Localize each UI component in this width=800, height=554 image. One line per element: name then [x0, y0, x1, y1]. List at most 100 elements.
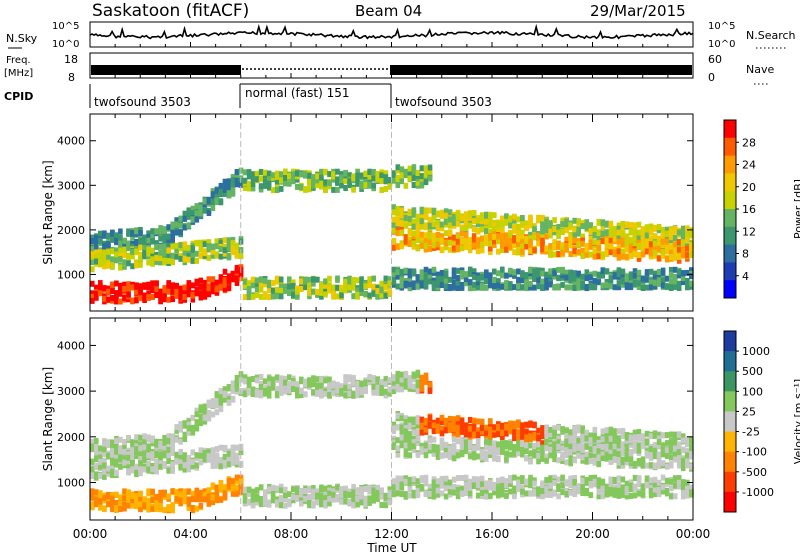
- heatmap-cell: [512, 284, 517, 291]
- heatmap-cell: [492, 233, 497, 240]
- heatmap-cell: [620, 220, 626, 227]
- heatmap-cell: [122, 456, 127, 463]
- heatmap-cell: [592, 478, 598, 485]
- heatmap-cell: [150, 257, 155, 264]
- heatmap-cell: [592, 253, 598, 260]
- heatmap-cell: [528, 235, 533, 242]
- heatmap-cell: [274, 485, 280, 492]
- heatmap-cell: [178, 245, 183, 252]
- heatmap-cell: [455, 242, 461, 249]
- heatmap-cell: [604, 427, 610, 434]
- heatmap-cell: [564, 284, 569, 291]
- heatmap-cell: [560, 474, 565, 481]
- heatmap-cell: [114, 290, 119, 297]
- heatmap-cell: [283, 492, 288, 499]
- heatmap-cell: [604, 229, 610, 236]
- heatmap-cell: [548, 228, 553, 235]
- heatmap-cell: [411, 240, 417, 247]
- heatmap-cell: [283, 495, 288, 502]
- heatmap-cell: [407, 385, 413, 392]
- heatmap-cell: [186, 285, 192, 292]
- heatmap-cell: [226, 181, 232, 187]
- heatmap-cell: [632, 475, 638, 481]
- heatmap-cell: [126, 502, 131, 509]
- heatmap-cell: [102, 440, 107, 447]
- heatmap-cell: [640, 226, 646, 233]
- heatmap-cell: [644, 248, 650, 255]
- heatmap-cell: [182, 452, 188, 459]
- heatmap-cell: [516, 224, 521, 231]
- heatmap-cell: [222, 243, 228, 250]
- heatmap-cell: [287, 499, 292, 506]
- heatmap-cell: [114, 297, 119, 304]
- heatmap-cell: [254, 292, 260, 298]
- heatmap-cell: [162, 296, 167, 303]
- heatmap-cell: [150, 497, 155, 503]
- heatmap-cell: [520, 422, 525, 429]
- heatmap-cell: [459, 270, 465, 277]
- heatmap-cell: [471, 284, 477, 291]
- heatmap-cell: [379, 387, 384, 394]
- heatmap-cell: [604, 483, 610, 490]
- heatmap-cell: [391, 171, 397, 177]
- heatmap-cell: [391, 375, 397, 382]
- heatmap-cell: [355, 168, 360, 175]
- nsky-tick-low: 10^0: [52, 39, 79, 50]
- heatmap-cell: [319, 392, 324, 399]
- heatmap-cell: [399, 386, 405, 393]
- heatmap-cell: [246, 291, 252, 298]
- heatmap-cell: [447, 216, 453, 223]
- heatmap-cell: [467, 285, 473, 292]
- heatmap-cell: [524, 428, 529, 435]
- heatmap-cell: [182, 492, 188, 499]
- heatmap-cell: [596, 460, 602, 467]
- heatmap-cell: [395, 424, 401, 431]
- heatmap-cell: [427, 167, 433, 174]
- heatmap-cell: [560, 242, 565, 249]
- heatmap-cell: [110, 502, 115, 509]
- heatmap-cell: [544, 453, 549, 460]
- heatmap-cell: [423, 165, 429, 172]
- heatmap-cell: [347, 275, 352, 282]
- heatmap-cell: [423, 480, 429, 487]
- heatmap-cell: [122, 505, 127, 512]
- heatmap-cell: [198, 241, 204, 247]
- heatmap-cell: [564, 447, 569, 454]
- heatmap-cell: [222, 237, 228, 244]
- heatmap-cell: [600, 220, 606, 227]
- heatmap-cell: [463, 481, 469, 488]
- heatmap-cell: [154, 464, 159, 471]
- heatmap-cell: [411, 418, 417, 425]
- heatmap-cell: [500, 247, 505, 253]
- heatmap-cell: [130, 253, 135, 260]
- heatmap-cell: [492, 283, 497, 289]
- heatmap-cell: [266, 381, 272, 388]
- heatmap-cell: [90, 234, 95, 241]
- heatmap-cell: [419, 442, 425, 449]
- heatmap-cell: [395, 450, 401, 457]
- heatmap-cell: [379, 187, 384, 193]
- heatmap-cell: [467, 443, 473, 450]
- heatmap-cell: [343, 384, 348, 391]
- heatmap-cell: [363, 379, 368, 386]
- heatmap-cell: [258, 286, 264, 293]
- heatmap-cell: [194, 206, 200, 213]
- heatmap-cell: [258, 498, 264, 505]
- heatmap-cell: [672, 273, 678, 280]
- heatmap-cell: [218, 444, 224, 451]
- heatmap-cell: [102, 506, 107, 513]
- heatmap-cell: [403, 424, 409, 431]
- heatmap-cell: [230, 177, 236, 184]
- heatmap-cell: [520, 451, 525, 458]
- heatmap-cell: [439, 233, 445, 240]
- heatmap-cell: [194, 240, 200, 246]
- heatmap-cell: [447, 284, 453, 291]
- heatmap-cell: [544, 424, 549, 431]
- freq-tick-high: 18: [64, 53, 78, 66]
- heatmap-cell: [427, 415, 433, 421]
- heatmap-cell: [162, 461, 167, 468]
- heatmap-cell: [620, 268, 626, 275]
- heatmap-cell: [383, 174, 389, 181]
- heatmap-cell: [536, 490, 541, 497]
- heatmap-cell: [218, 399, 224, 406]
